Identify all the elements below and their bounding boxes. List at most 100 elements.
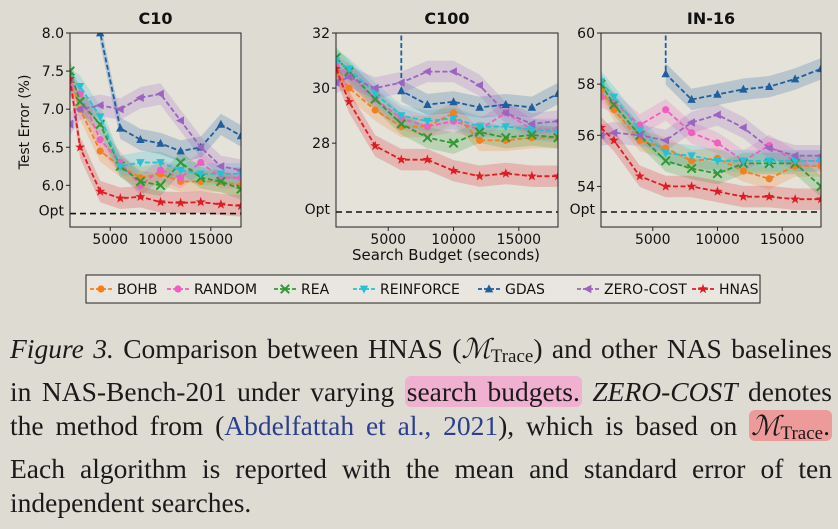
legend-item-reinforce: REINFORCE — [353, 282, 460, 298]
legend: BOHB RANDOM REA REINFORCE GDAS ZERO-COST HNAS — [85, 274, 761, 304]
point-random — [713, 139, 722, 147]
y-tick-label: 6.0 — [42, 178, 64, 194]
point-hnas — [474, 170, 485, 181]
point-random — [197, 158, 205, 167]
point-rea — [135, 176, 146, 187]
point-gdas — [713, 89, 722, 98]
point-rea — [236, 184, 241, 195]
point-hnas — [115, 193, 126, 203]
y-tick-label: 54 — [577, 179, 595, 195]
point-gdas — [765, 82, 774, 91]
legend-item-zero-cost: ZERO-COST — [577, 282, 687, 298]
line-bohb — [336, 71, 558, 142]
series-gdas — [661, 33, 821, 103]
point-zero-cost — [70, 120, 74, 129]
y-tick-label: 7.5 — [42, 64, 64, 80]
point-reinforce — [336, 57, 341, 66]
point-random — [177, 174, 185, 182]
point-reinforce — [95, 113, 105, 122]
point-rea — [712, 168, 723, 179]
point-hnas — [738, 191, 749, 201]
line-hnas — [336, 68, 558, 178]
series-reinforce — [601, 78, 821, 166]
point-hnas — [634, 171, 645, 181]
point-reinforce — [116, 162, 125, 171]
point-rea — [422, 132, 433, 143]
y-tick-label: 8.0 — [42, 26, 64, 42]
point-rea — [70, 66, 75, 76]
point-hnas — [422, 154, 433, 164]
legend-item-gdas: GDAS — [478, 282, 545, 298]
legend-label: RANDOM — [194, 282, 257, 298]
point-reinforce — [661, 149, 670, 158]
point-gdas — [501, 99, 510, 108]
point-hnas — [608, 135, 619, 145]
point-reinforce — [601, 78, 606, 87]
y-tick-label: 60 — [577, 26, 595, 42]
point-bohb — [688, 157, 696, 165]
point-hnas — [175, 197, 186, 208]
point-gdas — [739, 84, 748, 93]
point-rea — [336, 52, 341, 63]
point-rea — [660, 155, 671, 166]
point-reinforce — [713, 157, 722, 166]
band-reinforce — [336, 49, 558, 143]
legend-marker-zero-cost — [583, 284, 592, 294]
point-rea — [500, 132, 511, 143]
point-zero-cost — [790, 151, 799, 160]
point-hnas — [155, 196, 166, 207]
band-gdas — [401, 80, 558, 119]
point-hnas — [448, 165, 459, 175]
m-trace-symbol: ℳTrace — [461, 333, 534, 367]
point-gdas — [397, 86, 406, 95]
point-zero-cost — [196, 143, 205, 152]
panel-in-16: Opt 54 56 58 60 5000 10000 15000 IN-16 — [570, 9, 822, 248]
point-random — [156, 166, 165, 174]
band-reinforce — [601, 70, 821, 172]
point-reinforce — [75, 82, 85, 91]
series-zero-cost — [70, 89, 241, 173]
series-gdas — [95, 33, 241, 155]
point-gdas — [136, 135, 145, 143]
zero-cost-term: ZERO-COST — [592, 375, 738, 407]
opt-label: Opt — [39, 204, 65, 220]
point-reinforce — [176, 166, 185, 175]
point-reinforce — [527, 126, 537, 135]
band-gdas — [665, 58, 821, 111]
point-reinforce — [216, 170, 226, 179]
band-zero-cost — [601, 104, 821, 167]
highlight-m-trace: ℳTrace. — [749, 410, 832, 444]
point-zero-cost — [155, 89, 164, 99]
point-random — [423, 123, 431, 131]
point-reinforce — [370, 90, 380, 99]
band-bohb — [70, 68, 241, 197]
point-gdas — [816, 64, 821, 73]
point-reinforce — [739, 157, 748, 166]
point-zero-cost — [609, 128, 618, 137]
band-hnas — [70, 68, 241, 217]
band-gdas — [100, 33, 241, 162]
line-zero-cost — [336, 70, 558, 125]
panel-title: C10 — [138, 9, 172, 28]
figure-caption: Figure 3. Comparison between HNAS (ℳTrac… — [10, 332, 832, 521]
citation-link[interactable]: Abdelfattah et al., 2021 — [224, 410, 499, 441]
point-zero-cost — [176, 116, 185, 125]
series-reinforce — [336, 57, 558, 137]
point-rea — [474, 127, 485, 138]
point-bohb — [610, 106, 618, 114]
axes-frame — [600, 32, 822, 228]
x-tick-label: 10000 — [138, 232, 183, 248]
caption-text-1: Comparison between HNAS ( — [113, 333, 462, 364]
point-hnas — [336, 63, 341, 73]
legend-item-bohb: BOHB — [90, 282, 158, 298]
point-gdas — [790, 74, 800, 83]
point-gdas — [449, 97, 458, 106]
legend-item-hnas: HNAS — [692, 282, 759, 298]
point-gdas — [475, 102, 484, 111]
point-reinforce — [449, 115, 458, 123]
line-gdas — [664, 33, 821, 101]
point-gdas — [156, 138, 165, 147]
line-hnas — [70, 78, 241, 207]
point-zero-cost — [115, 104, 124, 114]
point-reinforce — [156, 159, 165, 168]
